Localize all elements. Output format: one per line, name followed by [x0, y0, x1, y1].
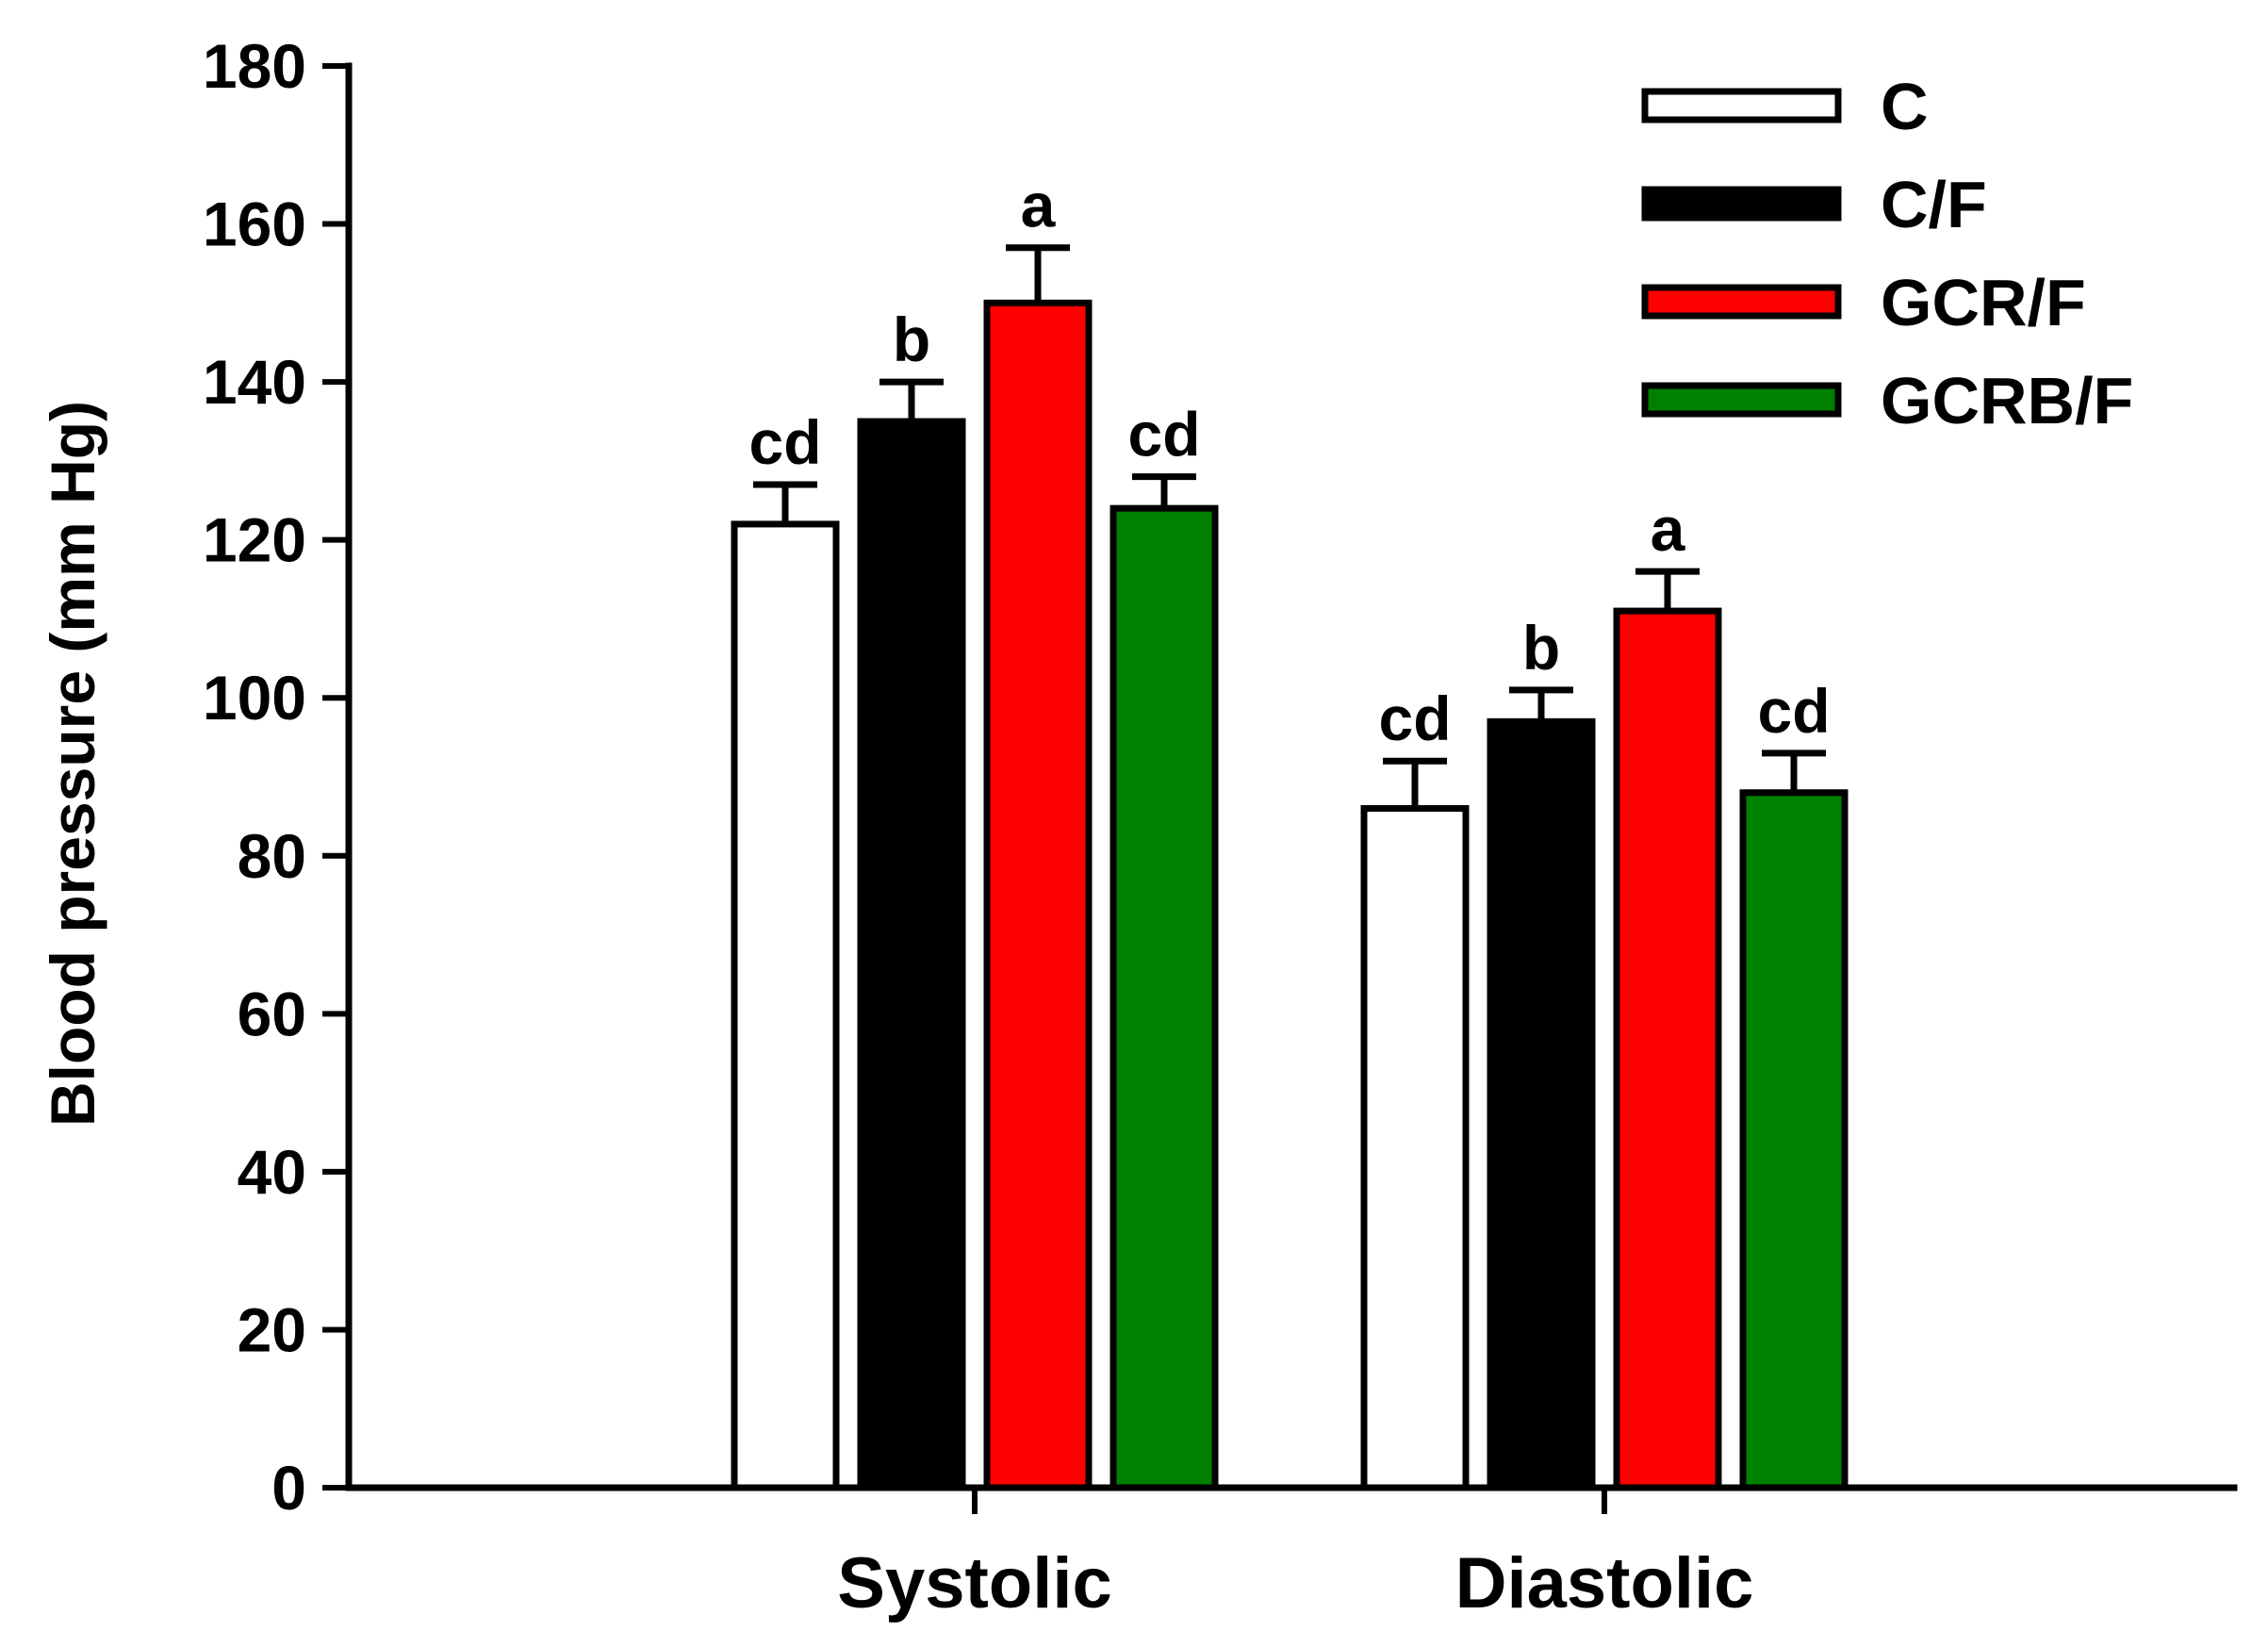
bars: cd b a cd cd b a cd: [731, 171, 1849, 1491]
legend-swatch: [1641, 88, 1842, 124]
legend: C C/F GCR/F GCRB/F: [1641, 70, 2133, 437]
y-tick-label: 120: [203, 505, 306, 575]
significance-label: a: [1021, 171, 1057, 240]
significance-label: cd: [748, 407, 821, 477]
bar-gcr-f-diastolic: [1613, 607, 1722, 1491]
y-tick-label: 180: [203, 31, 306, 101]
significance-label: b: [893, 305, 930, 374]
bar-gcrb-f-systolic: [1109, 504, 1219, 1491]
y-tick-label: 0: [271, 1453, 306, 1523]
legend-swatch: [1641, 382, 1842, 418]
bar-c-diastolic: [1360, 805, 1470, 1491]
y-axis-title: Blood pressure (mm Hg): [38, 401, 107, 1127]
y-axis: 0 20 40 60 80 100 120 140 160 180: [203, 31, 353, 1523]
x-axis: Systolic Diastolic: [345, 1484, 2238, 1623]
bar-gcr-f-systolic: [983, 299, 1093, 1491]
significance-label: cd: [1378, 684, 1451, 753]
bar-gcrb-f-diastolic: [1739, 789, 1849, 1491]
y-tick-label: 40: [238, 1137, 306, 1207]
significance-label: a: [1651, 494, 1686, 564]
y-tick-label: 80: [238, 821, 306, 891]
legend-label: GCR/F: [1881, 266, 2086, 339]
x-category-label: Systolic: [837, 1543, 1111, 1623]
significance-label: cd: [1757, 676, 1830, 746]
legend-swatch: [1641, 284, 1842, 320]
significance-label: cd: [1127, 400, 1200, 470]
y-tick-label: 60: [238, 979, 306, 1048]
significance-label: b: [1522, 613, 1560, 683]
x-category-label: Diastolic: [1455, 1543, 1754, 1623]
y-tick-label: 160: [203, 189, 306, 259]
bar-c-f-systolic: [857, 418, 966, 1491]
y-tick-label: 100: [203, 663, 306, 733]
legend-label: C: [1881, 70, 1929, 143]
legend-swatch: [1641, 186, 1842, 222]
legend-label: C/F: [1881, 168, 1987, 241]
y-tick-label: 20: [238, 1294, 306, 1364]
bar-c-systolic: [731, 520, 840, 1491]
legend-label: GCRB/F: [1881, 364, 2133, 437]
bar-c-f-diastolic: [1487, 717, 1596, 1491]
y-tick-label: 140: [203, 347, 306, 417]
